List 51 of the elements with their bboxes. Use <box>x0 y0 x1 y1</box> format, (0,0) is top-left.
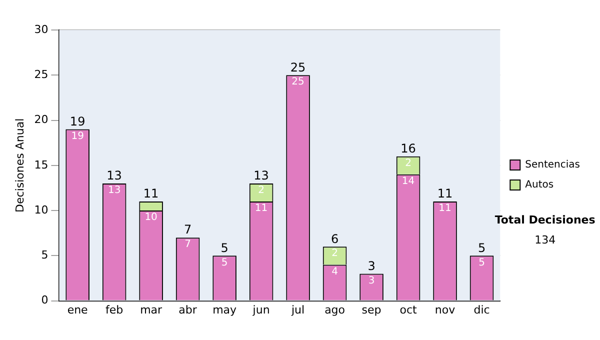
legend-label: Autos <box>525 180 554 191</box>
y-tick-label: 0 <box>41 294 48 307</box>
x-tick-label: ene <box>67 303 88 316</box>
x-tick-label: oct <box>400 303 418 316</box>
x-tick-label: nov <box>434 303 456 316</box>
data-label: 25 <box>292 76 304 88</box>
total-label: 11 <box>437 186 453 201</box>
data-label: 10 <box>144 212 158 224</box>
data-label: 13 <box>108 185 121 196</box>
total-label: 16 <box>400 142 416 156</box>
x-tick-label: feb <box>106 303 124 316</box>
x-tick-label: ago <box>324 303 346 316</box>
annotation: Total Decisiones <box>494 213 596 226</box>
x-tick-label: jul <box>290 303 305 316</box>
x-tick-label: abr <box>178 303 198 316</box>
data-label: 11 <box>438 203 452 214</box>
data-label: 5 <box>478 257 485 268</box>
total-label: 6 <box>330 232 339 246</box>
legend-label: Sentencias <box>525 160 580 171</box>
data-label: 2 <box>405 158 412 169</box>
data-label: 5 <box>221 257 228 268</box>
y-axis-title: Decisiones Anual <box>13 118 26 212</box>
x-tick-label: sep <box>362 303 382 316</box>
total-label: 5 <box>220 240 228 255</box>
data-label: 4 <box>332 266 338 278</box>
total-label: 19 <box>70 114 86 128</box>
x-tick-label: may <box>212 303 238 316</box>
total-label: 7 <box>184 222 192 237</box>
x-tick-label: jun <box>252 303 270 316</box>
total-label: 13 <box>254 168 269 183</box>
data-label: 2 <box>258 185 264 196</box>
data-label: 11 <box>254 203 268 214</box>
data-label: 3 <box>368 275 375 286</box>
x-tick-label: dic <box>474 303 490 316</box>
data-label: 2 <box>332 248 338 260</box>
total-label: 13 <box>106 168 122 183</box>
y-tick-label: 10 <box>34 203 48 216</box>
y-tick-label: 30 <box>34 22 48 36</box>
data-label: 7 <box>184 239 191 250</box>
y-tick-label: 15 <box>34 158 48 172</box>
total-label: 5 <box>478 240 486 255</box>
text: 134 <box>534 233 556 246</box>
x-tick-label: mar <box>140 303 163 316</box>
y-tick-label: 20 <box>34 113 48 126</box>
data-label: 19 <box>71 130 84 142</box>
data-label: 14 <box>402 176 415 188</box>
y-tick-label: 5 <box>41 248 48 262</box>
y-tick-label: 25 <box>34 68 48 81</box>
total-label: 3 <box>368 258 376 273</box>
total-label: 11 <box>143 186 159 201</box>
total-label: 25 <box>290 60 306 74</box>
